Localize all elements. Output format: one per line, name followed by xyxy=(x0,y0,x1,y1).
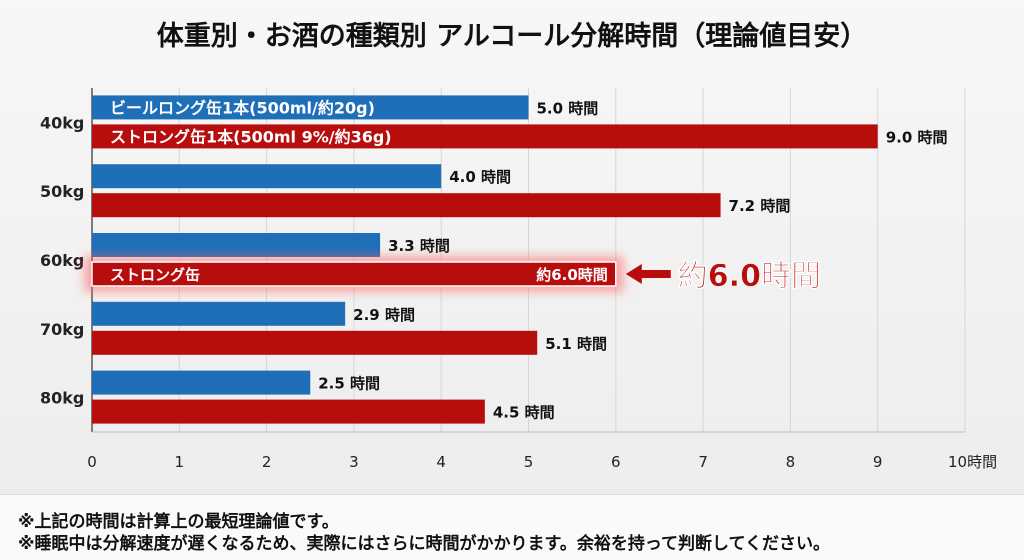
bar-strong xyxy=(92,399,485,424)
bar-beer xyxy=(92,233,381,257)
y-tick-label: 70kg xyxy=(40,320,84,339)
x-tick-label: 9 xyxy=(873,453,883,471)
footnote: ※睡眠中は分解速度が遅くなるため、実際にはさらに時間がかかります。余裕を持って判… xyxy=(18,534,830,554)
bar-strong xyxy=(92,330,538,355)
bar-beer xyxy=(92,370,311,395)
callout-label: 約6.0時間 xyxy=(678,259,821,294)
data-label: 4.5 時間 xyxy=(493,404,555,422)
bar-strong xyxy=(91,261,617,287)
bar-chart: 0 1 2 3 4 5 6 7 8 9 10時間 40kg 5.0 時間 ビールロング缶1本(500ml/… xyxy=(40,88,997,471)
data-label: 約6.0時間 xyxy=(536,266,608,284)
footnote: ※上記の時間は計算上の最短理論値です。 xyxy=(18,512,339,532)
arrow-left-icon xyxy=(625,264,671,284)
data-label: 9.0 時間 xyxy=(886,128,948,146)
bar-strong xyxy=(92,193,721,218)
chart-title: 体重別・お酒の種類別 アルコール分解時間（理論値目安） xyxy=(156,21,868,52)
data-label: 2.5 時間 xyxy=(318,375,380,393)
y-tick-label: 60kg xyxy=(40,251,84,270)
bar-beer xyxy=(92,95,529,120)
data-label: 5.0 時間 xyxy=(537,99,599,117)
bar-inner-label: ストロング缶 xyxy=(110,266,200,284)
legend-label: ビールロング缶1本(500ml/約20g) xyxy=(110,98,375,117)
x-tick-label: 5 xyxy=(524,453,534,471)
x-tick-label: 1 xyxy=(175,453,185,471)
footnotes: ※上記の時間は計算上の最短理論値です。 ※睡眠中は分解速度が遅くなるため、実際に… xyxy=(0,494,1024,560)
y-tick-label: 80kg xyxy=(40,389,84,408)
data-label: 7.2 時間 xyxy=(729,197,791,215)
bar-strong xyxy=(92,124,878,149)
data-label: 3.3 時間 xyxy=(388,237,450,255)
y-tick-label: 50kg xyxy=(40,182,84,201)
x-tick-label: 2 xyxy=(262,453,272,471)
x-tick-label: 7 xyxy=(698,453,708,471)
bar-beer xyxy=(92,301,346,326)
data-label: 4.0 時間 xyxy=(449,168,511,186)
legend-label: ストロング缶1本(500ml 9%/約36g) xyxy=(110,127,392,146)
bar-beer xyxy=(92,164,442,189)
x-tick-label: 8 xyxy=(786,453,796,471)
x-tick-label: 6 xyxy=(611,453,621,471)
y-tick-label: 40kg xyxy=(40,113,84,132)
data-label: 2.9 時間 xyxy=(353,306,415,324)
x-tick-label: 10時間 xyxy=(948,453,997,471)
data-label: 5.1 時間 xyxy=(545,335,607,353)
x-tick-label: 0 xyxy=(87,453,97,471)
x-tick-label: 4 xyxy=(436,453,446,471)
x-tick-label: 3 xyxy=(349,453,359,471)
